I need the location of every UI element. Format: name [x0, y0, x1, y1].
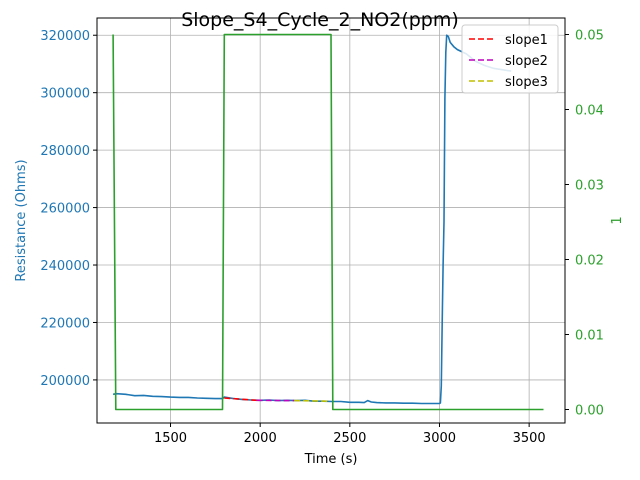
plot-frame — [96, 17, 566, 424]
series-line-concentration — [112, 33, 544, 411]
x-tick-label: 1500 — [154, 431, 187, 446]
y-left-tick-label: 300000 — [40, 87, 90, 102]
series-line-resistance — [112, 34, 512, 405]
legend-label-slope1: slope1 — [505, 33, 548, 48]
series-line-slope1 — [224, 397, 257, 402]
legend-label-slope2: slope2 — [505, 54, 548, 69]
y-right-tick-label: 0.05 — [575, 29, 604, 44]
y-right-tick-label: 0.01 — [575, 329, 604, 344]
y-right-tick-label: 0.04 — [575, 104, 604, 119]
chart-title: Slope_S4_Cycle_2_NO2(ppm) — [181, 9, 459, 31]
legend: slope1 slope2 slope3 — [461, 24, 559, 94]
x-tick-label: 3000 — [423, 431, 456, 446]
y-left-tick-label: 200000 — [40, 374, 90, 389]
y-left-tick-label: 240000 — [40, 259, 90, 274]
y-left-tick-label: 320000 — [40, 29, 90, 44]
x-tick-label: 2000 — [244, 431, 277, 446]
y-left-tick-label: 280000 — [40, 144, 90, 159]
x-tick-label: 2500 — [333, 431, 366, 446]
series-layer — [112, 33, 544, 411]
y-left-tick-label: 220000 — [40, 316, 90, 331]
y-right-tick-label: 0.00 — [575, 404, 604, 419]
y-left-tick-label: 260000 — [40, 202, 90, 217]
y-right-tick-label: 0.02 — [575, 254, 604, 269]
legend-label-slope3: slope3 — [505, 75, 548, 90]
y-left-axis-label: Resistance (Ohms) — [14, 159, 29, 281]
x-axis-label: Time (s) — [304, 452, 358, 467]
y-right-axis-label: 1 — [610, 216, 625, 224]
ticks: 1500 2000 2500 3000 3500 200000 220000 240000 26… — [40, 29, 604, 447]
series-line-slope3 — [294, 399, 331, 402]
x-tick-label: 3500 — [513, 431, 546, 446]
legend-box — [461, 24, 559, 94]
y-right-tick-label: 0.03 — [575, 179, 604, 194]
